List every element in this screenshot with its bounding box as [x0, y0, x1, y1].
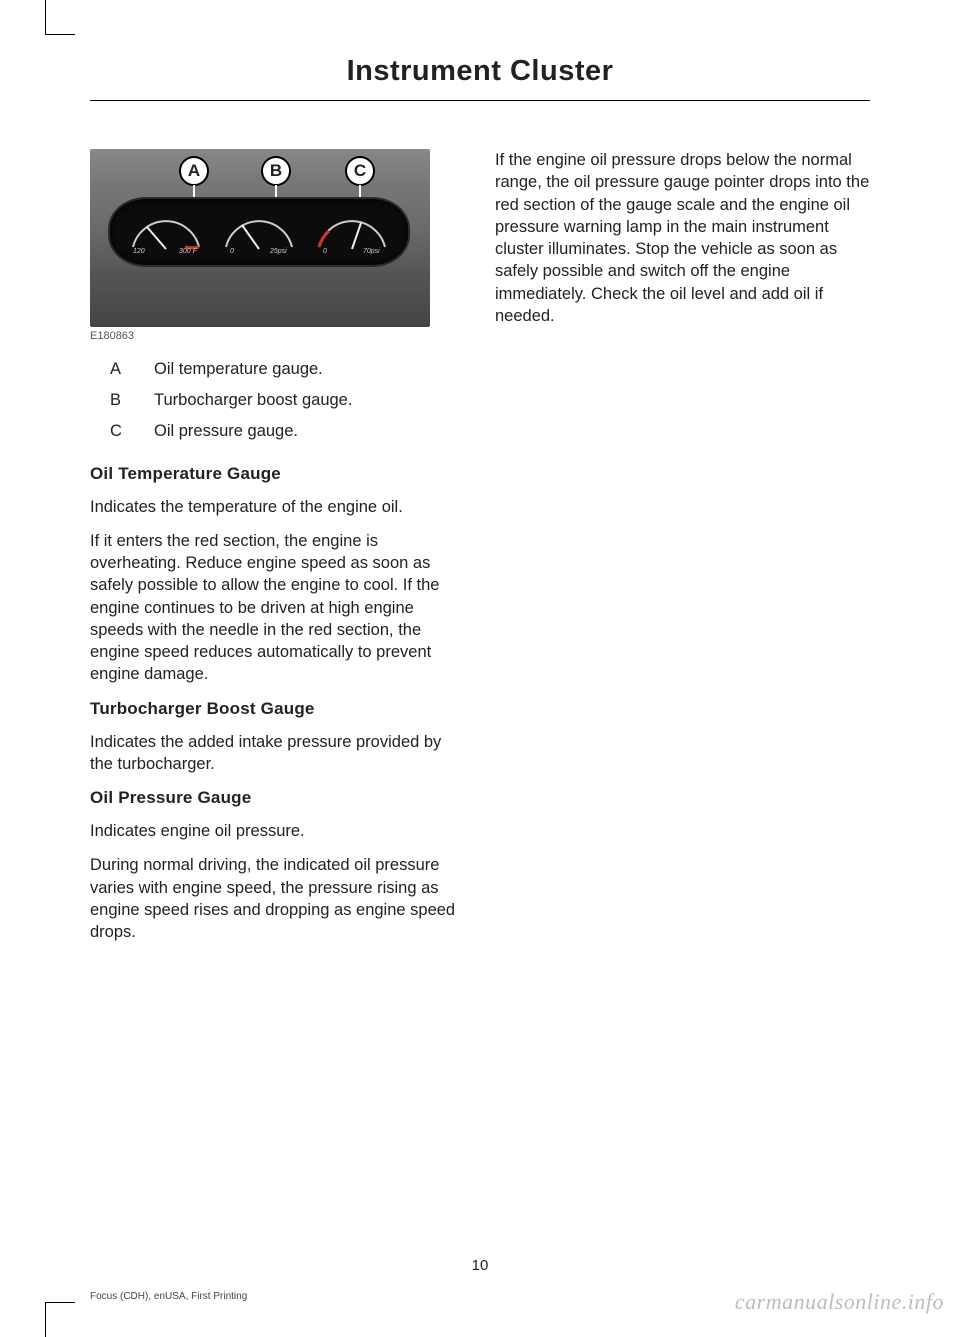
legend-row: A Oil temperature gauge. — [110, 358, 465, 380]
body-paragraph: If the engine oil pressure drops below t… — [495, 149, 870, 327]
svg-text:120: 120 — [133, 248, 145, 255]
body-paragraph: If it enters the red section, the engine… — [90, 530, 465, 686]
figure-id: E180863 — [90, 329, 430, 344]
callout-a: A — [179, 156, 209, 186]
body-paragraph: Indicates the temperature of the engine … — [90, 496, 465, 518]
gauge-cluster-image: A B C 120 300 F 0 25psi 0 70psi — [90, 149, 430, 327]
oil-temp-gauge: 120 300 F — [125, 209, 207, 255]
watermark: carmanualsonline.info — [735, 1289, 944, 1315]
footer-text: Focus (CDH), enUSA, First Printing — [90, 1291, 247, 1302]
legend-row: C Oil pressure gauge. — [110, 420, 465, 442]
section-heading: Oil Pressure Gauge — [90, 787, 465, 810]
oil-pressure-gauge: 0 70psi — [311, 209, 393, 255]
legend-key: A — [110, 358, 154, 380]
figure-legend: A Oil temperature gauge. B Turbocharger … — [110, 358, 465, 443]
page-title: Instrument Cluster — [0, 0, 960, 88]
svg-text:0: 0 — [323, 248, 327, 255]
callout-c: C — [345, 156, 375, 186]
dash-oval: 120 300 F 0 25psi 0 70psi — [108, 197, 410, 267]
legend-label: Oil temperature gauge. — [154, 358, 323, 380]
boost-gauge: 0 25psi — [218, 209, 300, 255]
crop-mark — [45, 0, 75, 35]
body-paragraph: Indicates engine oil pressure. — [90, 820, 465, 842]
svg-text:300 F: 300 F — [179, 248, 198, 255]
svg-text:25psi: 25psi — [269, 248, 287, 255]
body-paragraph: During normal driving, the indicated oil… — [90, 854, 465, 943]
gauge-figure: A B C 120 300 F 0 25psi 0 70psi — [90, 149, 430, 344]
left-column: A B C 120 300 F 0 25psi 0 70psi — [90, 149, 465, 955]
page-number: 10 — [0, 1257, 960, 1274]
section-heading: Oil Temperature Gauge — [90, 463, 465, 486]
legend-label: Oil pressure gauge. — [154, 420, 298, 442]
content-columns: A B C 120 300 F 0 25psi 0 70psi — [90, 149, 870, 955]
callout-b: B — [261, 156, 291, 186]
section-heading: Turbocharger Boost Gauge — [90, 698, 465, 721]
legend-row: B Turbocharger boost gauge. — [110, 389, 465, 411]
title-rule — [90, 100, 870, 101]
svg-text:0: 0 — [230, 248, 234, 255]
body-paragraph: Indicates the added intake pressure prov… — [90, 731, 465, 776]
legend-key: C — [110, 420, 154, 442]
legend-label: Turbocharger boost gauge. — [154, 389, 352, 411]
legend-key: B — [110, 389, 154, 411]
crop-mark — [45, 1302, 75, 1337]
svg-text:70psi: 70psi — [363, 248, 380, 255]
right-column: If the engine oil pressure drops below t… — [495, 149, 870, 955]
